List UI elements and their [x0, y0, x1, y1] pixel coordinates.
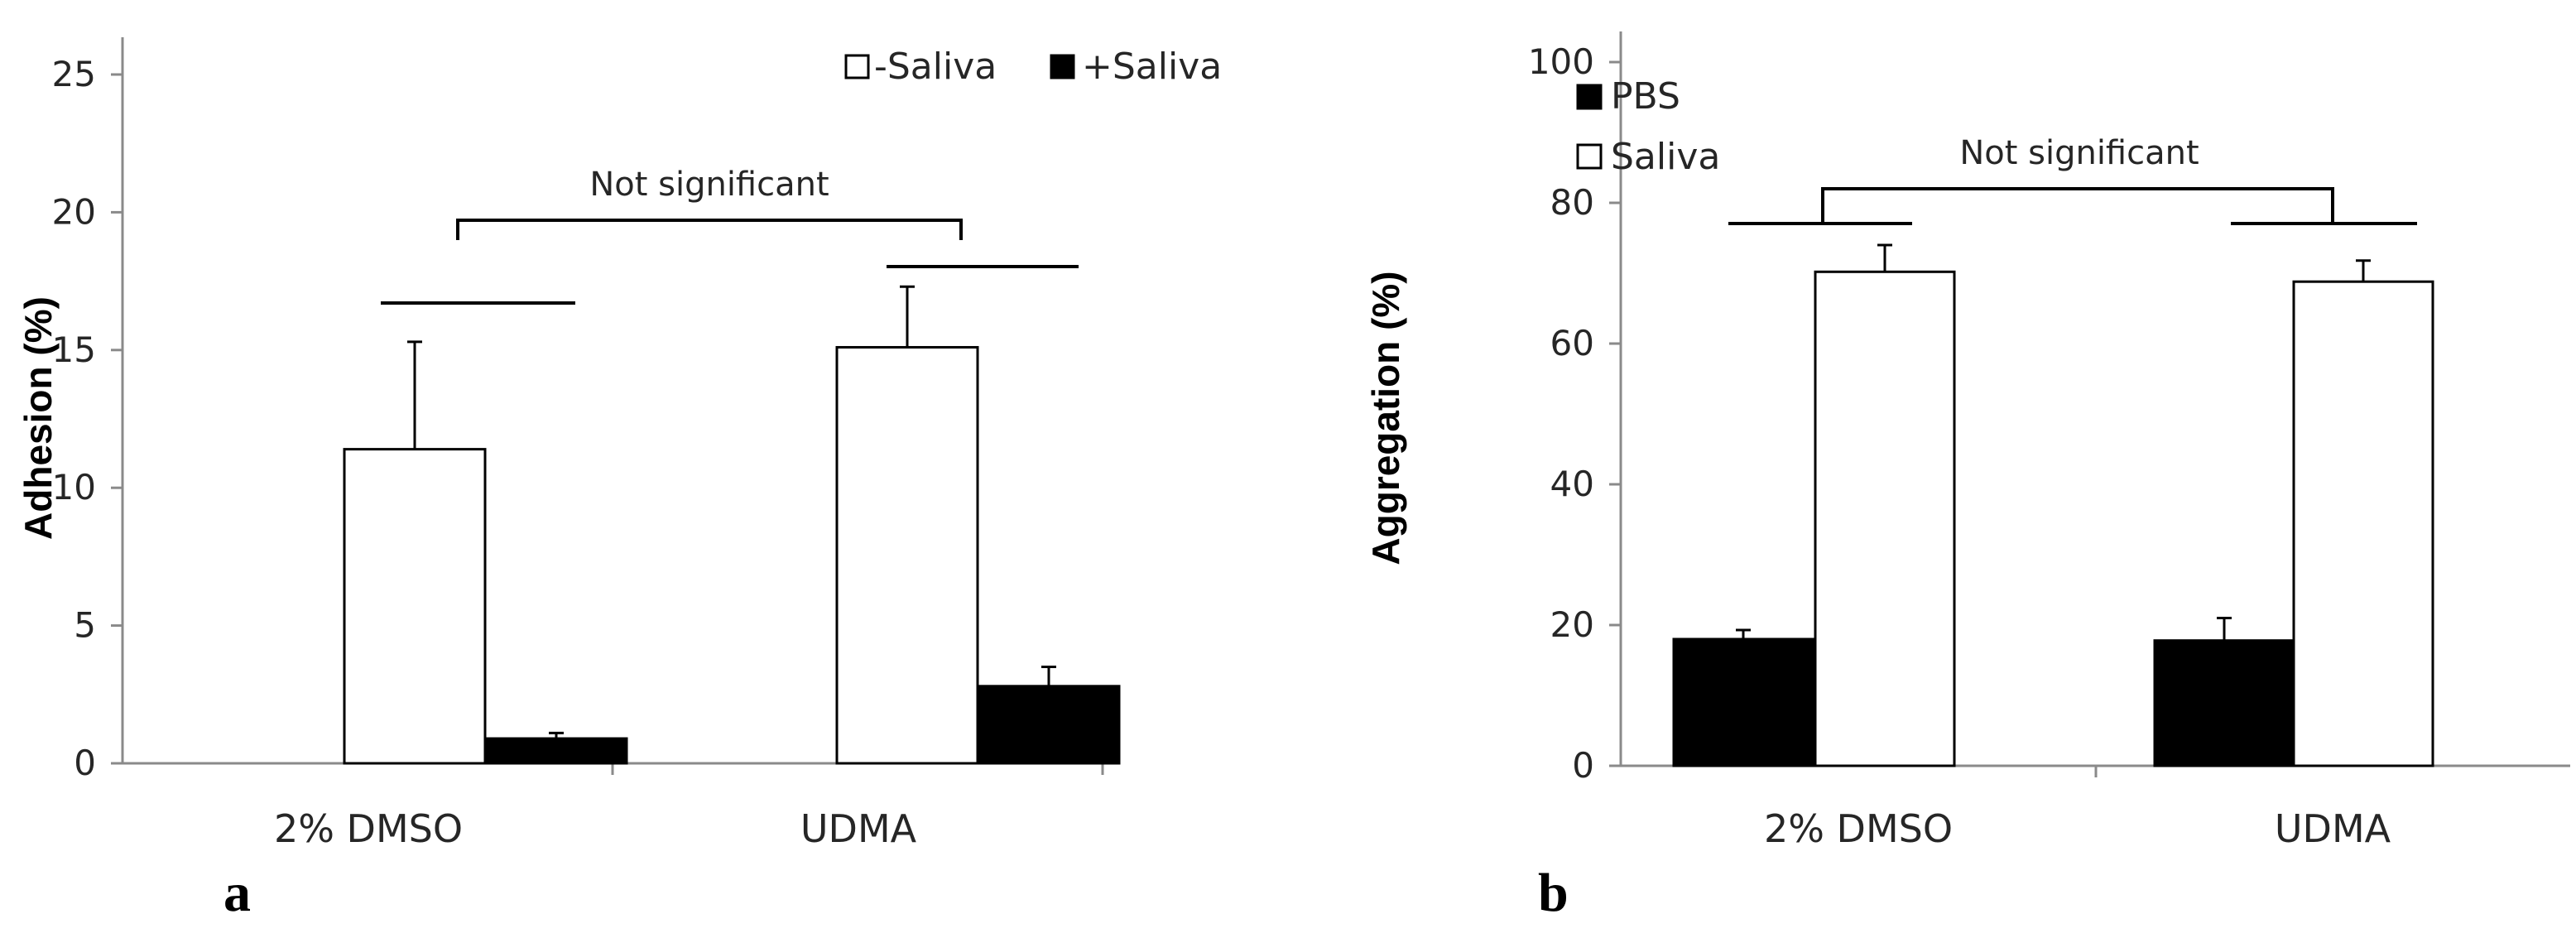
- panel-b-bar-pbs-udma: [2153, 639, 2295, 767]
- panel-a: Adhesion (%) 0 5 10 15 20 25 2% DMSO UDMA Not…: [17, 37, 1222, 923]
- panel-a-ylabel: Adhesion (%): [17, 296, 60, 540]
- panel-b-legend-swatch-saliva: [1576, 143, 1603, 170]
- panel-a-y-tick-label: 15: [52, 330, 96, 370]
- panel-b: Aggregation (%) 0 20 40 60 80 100 2% DMSO UDM…: [1364, 31, 2570, 923]
- panel-b-y-tick-label: 60: [1550, 323, 1594, 363]
- panel-a-y-tick-label: 10: [52, 467, 96, 507]
- panel-a-legend-swatch-minus-saliva: [844, 54, 870, 79]
- panel-b-y-tick-label: 40: [1550, 464, 1594, 504]
- panel-b-bar-saliva-udma: [2292, 280, 2434, 767]
- panel-b-y-tick-label: 100: [1528, 41, 1594, 82]
- panel-b-y-tick-label: 80: [1550, 182, 1594, 223]
- panel-a-bar-saliva-dmso: [343, 448, 487, 765]
- panel-b-y-tick-label: 20: [1550, 604, 1594, 645]
- panel-a-y-tick-label: 0: [74, 743, 96, 783]
- panel-b-legend-label: PBS: [1611, 75, 1680, 118]
- panel-b-bar-saliva-dmso: [1814, 270, 1956, 767]
- panel-b-significance-label: Not significant: [1959, 134, 2199, 172]
- panel-a-legend-swatch-plus-saliva: [1050, 54, 1075, 79]
- panel-a-category-label: UDMA: [800, 806, 917, 851]
- panel-a-significance-bracket: [456, 219, 963, 240]
- panel-a-legend-label: +Saliva: [1082, 46, 1222, 88]
- panel-a-bar-saliva-udma: [835, 345, 979, 765]
- panel-b-category-label: UDMA: [2275, 806, 2391, 851]
- panel-b-category-label: 2% DMSO: [1764, 806, 1953, 851]
- panel-a-category-label: 2% DMSO: [274, 806, 463, 851]
- panel-b-legend-label: Saliva: [1611, 136, 1720, 178]
- panel-a-letter: a: [223, 863, 251, 923]
- panel-b-ylabel: Aggregation (%): [1364, 271, 1407, 565]
- panel-b-y-tick-label: 0: [1572, 745, 1594, 786]
- panel-b-letter: b: [1538, 863, 1569, 923]
- panel-a-y-tick-label: 20: [52, 191, 96, 232]
- panel-b-legend-swatch-pbs: [1576, 84, 1603, 110]
- panel-a-y-tick-label: 25: [52, 54, 96, 94]
- panel-b-bar-pbs-dmso: [1672, 637, 1814, 767]
- panel-b-significance-bracket: [1821, 187, 2334, 222]
- panel-a-bar-saliva-udma: [977, 685, 1121, 765]
- panel-a-bar-saliva-dmso: [484, 737, 628, 765]
- panel-a-y-tick-label: 5: [74, 605, 96, 646]
- panel-a-significance-label: Not significant: [589, 166, 829, 204]
- panel-a-legend-label: -Saliva: [874, 46, 997, 88]
